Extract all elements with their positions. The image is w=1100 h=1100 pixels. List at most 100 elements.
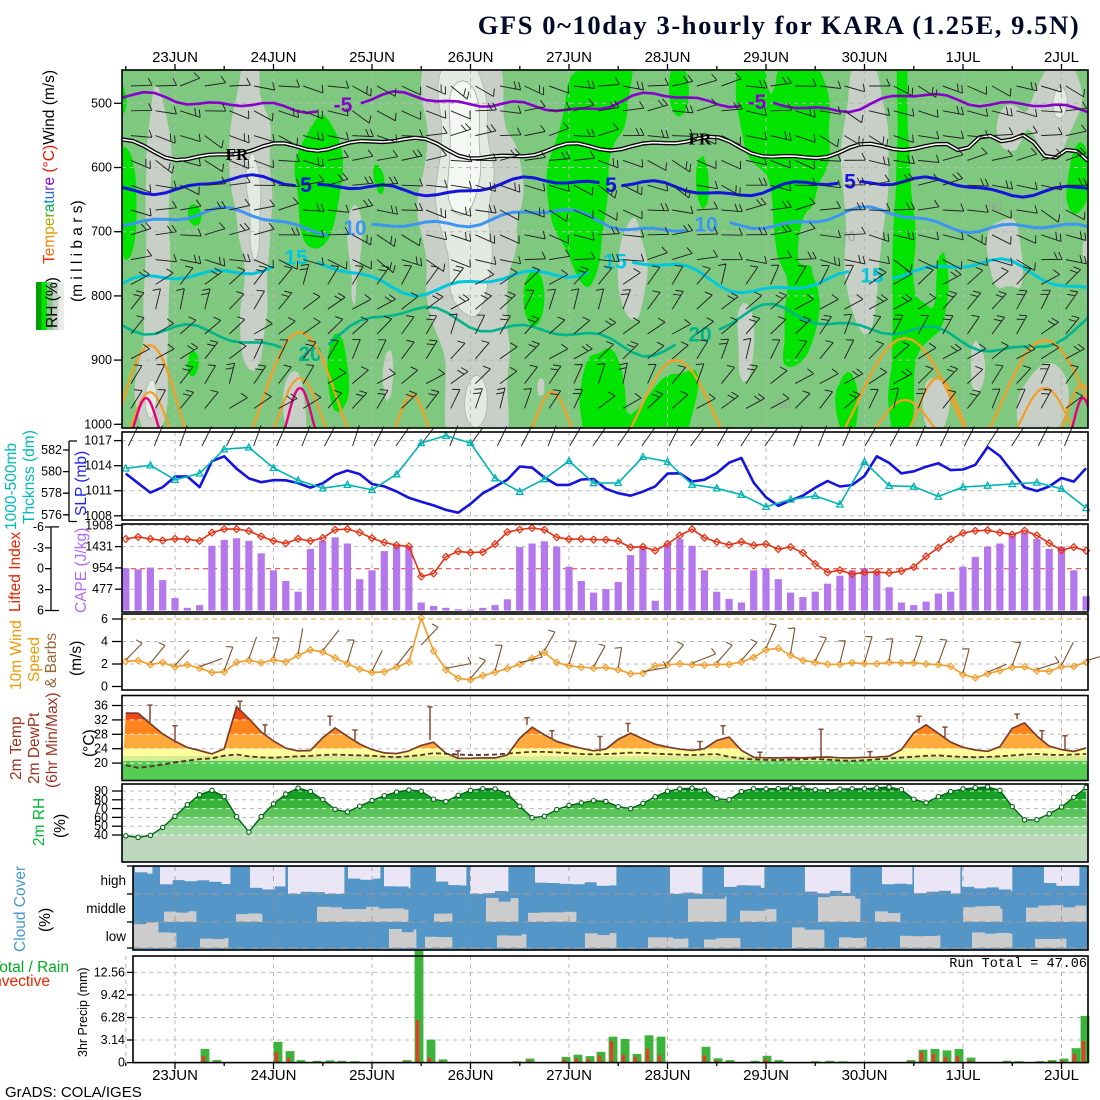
svg-text:2: 2 xyxy=(101,657,108,671)
svg-text:1JUL: 1JUL xyxy=(945,49,980,66)
svg-text:70: 70 xyxy=(94,802,108,816)
svg-text:2JUL: 2JUL xyxy=(1044,49,1079,66)
svg-text:3: 3 xyxy=(37,583,44,597)
svg-text:90: 90 xyxy=(988,199,1002,214)
svg-text:29JUN: 29JUN xyxy=(743,49,789,66)
svg-text:28: 28 xyxy=(94,727,108,741)
svg-text:9.42: 9.42 xyxy=(101,988,125,1002)
svg-text:-5: -5 xyxy=(748,91,767,114)
svg-text:24JUN: 24JUN xyxy=(251,49,297,66)
svg-text:10: 10 xyxy=(694,213,717,236)
svg-text:4: 4 xyxy=(101,635,108,649)
svg-text:1000: 1000 xyxy=(84,417,112,431)
svg-text:23JUN: 23JUN xyxy=(152,1067,198,1084)
svg-text:582: 582 xyxy=(41,443,62,457)
svg-text:-5: -5 xyxy=(334,94,353,117)
svg-text:900: 900 xyxy=(91,353,112,367)
svg-text:20: 20 xyxy=(94,756,108,770)
svg-text:1431: 1431 xyxy=(85,540,113,554)
svg-text:FR: FR xyxy=(689,129,712,148)
svg-text:24: 24 xyxy=(94,742,108,756)
svg-text:60: 60 xyxy=(94,810,108,824)
svg-text:580: 580 xyxy=(41,465,62,479)
svg-text:5: 5 xyxy=(605,174,617,197)
svg-text:3hr Precip (mm): 3hr Precip (mm) xyxy=(76,967,90,1057)
svg-text:GFS 0~10day 3-hourly for KARA: GFS 0~10day 3-hourly for KARA (1.25E, 9.… xyxy=(478,10,1081,40)
svg-text:70: 70 xyxy=(841,229,855,244)
svg-text:32: 32 xyxy=(94,713,108,727)
svg-text:954: 954 xyxy=(92,561,113,575)
svg-text:FR: FR xyxy=(226,145,249,164)
svg-text:6: 6 xyxy=(37,603,44,617)
svg-text:& Barbs: & Barbs xyxy=(43,633,60,688)
svg-text:6.28: 6.28 xyxy=(101,1010,125,1024)
svg-text:0: 0 xyxy=(118,1056,125,1070)
svg-text:2m DewPt: 2m DewPt xyxy=(26,712,43,784)
svg-text:24JUN: 24JUN xyxy=(251,1067,297,1084)
svg-text:28JUN: 28JUN xyxy=(645,49,691,66)
svg-text:1011: 1011 xyxy=(85,484,112,498)
svg-text:15: 15 xyxy=(603,251,627,274)
svg-text:1000-500mb: 1000-500mb xyxy=(3,443,20,530)
svg-text:28JUN: 28JUN xyxy=(645,1067,691,1084)
svg-text:1017: 1017 xyxy=(84,434,112,448)
svg-text:(m/s): (m/s) xyxy=(68,641,85,676)
svg-text:Convective: Convective xyxy=(0,973,50,990)
svg-text:0: 0 xyxy=(37,562,44,576)
svg-text:5: 5 xyxy=(300,174,312,197)
svg-text:GrADS: COLA/IGES: GrADS: COLA/IGES xyxy=(5,1084,142,1100)
svg-text:1908: 1908 xyxy=(85,518,113,532)
svg-text:(%): (%) xyxy=(37,908,54,932)
svg-text:Speed: Speed xyxy=(26,637,43,682)
svg-text:25JUN: 25JUN xyxy=(349,1067,395,1084)
svg-text:low: low xyxy=(106,929,127,944)
svg-text:15: 15 xyxy=(284,247,308,270)
svg-text:23JUN: 23JUN xyxy=(152,49,198,66)
svg-text:1JUL: 1JUL xyxy=(945,1067,980,1084)
svg-text:1008: 1008 xyxy=(84,509,112,523)
svg-text:80: 80 xyxy=(94,793,108,807)
svg-text:0: 0 xyxy=(101,680,108,694)
svg-text:26JUN: 26JUN xyxy=(448,1067,494,1084)
svg-text:SLP (mb): SLP (mb) xyxy=(73,451,90,516)
svg-text:6: 6 xyxy=(101,612,108,626)
svg-text:576: 576 xyxy=(41,508,62,522)
svg-text:40: 40 xyxy=(94,828,108,842)
svg-text:90: 90 xyxy=(94,784,108,798)
svg-text:Thcknss (dm): Thcknss (dm) xyxy=(21,430,38,524)
svg-text:36: 36 xyxy=(94,699,108,713)
svg-text:50: 50 xyxy=(94,819,108,833)
svg-text:Total / Rain: Total / Rain xyxy=(0,959,69,976)
svg-text:high: high xyxy=(100,873,126,888)
svg-text:700: 700 xyxy=(91,225,112,239)
svg-text:5: 5 xyxy=(844,171,856,194)
svg-text:RH (%): RH (%) xyxy=(44,277,61,328)
svg-text:10: 10 xyxy=(343,217,366,240)
svg-text:27JUN: 27JUN xyxy=(546,1067,592,1084)
svg-text:middle: middle xyxy=(86,901,126,916)
svg-text:CAPE (J/kg): CAPE (J/kg) xyxy=(73,528,90,613)
svg-text:3.14: 3.14 xyxy=(101,1033,125,1047)
svg-text:600: 600 xyxy=(91,161,112,175)
svg-text:(6hr Min/Max): (6hr Min/Max) xyxy=(44,692,61,788)
svg-text:578: 578 xyxy=(41,486,62,500)
svg-text:Temperature (°C)Wind (m/s): Temperature (°C)Wind (m/s) xyxy=(41,70,58,264)
svg-text:30JUN: 30JUN xyxy=(842,1067,888,1084)
svg-text:29JUN: 29JUN xyxy=(743,1067,789,1084)
svg-text:27JUN: 27JUN xyxy=(546,49,592,66)
svg-text:20: 20 xyxy=(688,323,711,346)
svg-text:30JUN: 30JUN xyxy=(842,49,888,66)
svg-text:Run Total = 47.06: Run Total = 47.06 xyxy=(949,957,1087,972)
svg-text:800: 800 xyxy=(91,289,112,303)
svg-text:26JUN: 26JUN xyxy=(448,49,494,66)
svg-text:-6: -6 xyxy=(33,520,44,534)
svg-text:Cloud Cover: Cloud Cover xyxy=(12,866,29,952)
svg-text:10m Wind: 10m Wind xyxy=(8,620,25,690)
svg-text:15: 15 xyxy=(860,265,884,288)
svg-text:500: 500 xyxy=(91,96,112,110)
svg-text:2m RH: 2m RH xyxy=(31,798,48,846)
svg-text:1014: 1014 xyxy=(84,459,112,473)
svg-text:-3: -3 xyxy=(33,541,44,555)
svg-text:(°C): (°C) xyxy=(81,729,98,757)
svg-text:12.56: 12.56 xyxy=(94,965,125,979)
